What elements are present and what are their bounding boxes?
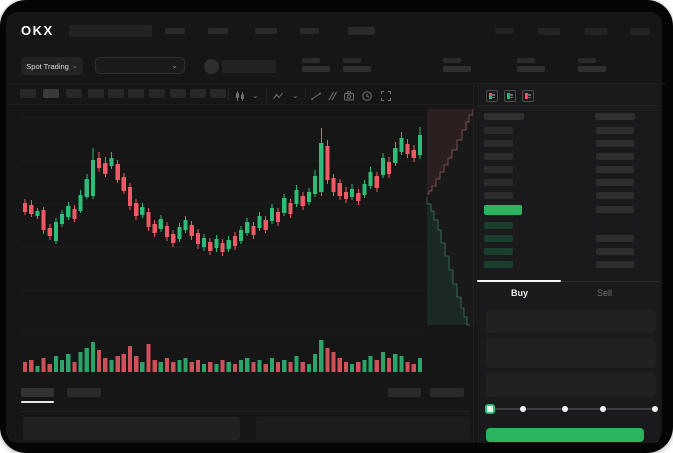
timeframe-slot-6[interactable] <box>128 89 144 98</box>
stat-24h-volume-base <box>517 58 547 73</box>
chevron-down-icon[interactable]: ⌄ <box>252 91 259 100</box>
bottom-active-tab-underline <box>21 401 54 403</box>
ask-row-price-6[interactable] <box>484 192 513 199</box>
ask-row-amount-2[interactable] <box>596 140 634 147</box>
toolbar-bottom-divider <box>8 104 474 105</box>
book-asks-icon[interactable] <box>522 90 534 102</box>
toolbar-divider <box>228 89 229 100</box>
timeframe-slot-3[interactable] <box>66 89 82 98</box>
timeframe-slot-7[interactable] <box>149 89 165 98</box>
buy-submit-button[interactable] <box>486 428 644 442</box>
slider-stop-3[interactable] <box>600 406 606 412</box>
nav-item-1[interactable] <box>165 28 185 34</box>
bottom-action-2[interactable] <box>430 388 464 397</box>
bottom-action-1[interactable] <box>388 388 421 397</box>
bid-row-price-3[interactable] <box>484 248 513 255</box>
nav-item-5[interactable] <box>348 27 375 35</box>
slider-track[interactable] <box>490 408 655 410</box>
ask-row-price-3[interactable] <box>484 153 513 160</box>
stat-24h-change <box>302 58 332 73</box>
nav-item-8[interactable] <box>585 28 607 35</box>
last-price-highlight[interactable] <box>484 205 522 215</box>
toolbar-divider <box>305 89 306 100</box>
timeframe-slot-10[interactable] <box>210 89 226 98</box>
header-divider <box>8 83 665 84</box>
ask-row-amount-1[interactable] <box>596 127 634 134</box>
pair-dropdown[interactable]: ⌄ <box>95 57 185 74</box>
timeframe-slot-2[interactable] <box>43 89 59 98</box>
bottom-panel-left <box>23 417 240 440</box>
slider-handle[interactable] <box>485 404 495 414</box>
timeframe-slot-1[interactable] <box>20 89 36 98</box>
stat-24h-low <box>443 58 473 73</box>
ask-row-price-2[interactable] <box>484 140 513 147</box>
total-input[interactable] <box>486 373 656 397</box>
timeframe-slot-9[interactable] <box>190 89 206 98</box>
pair-title-placeholder <box>69 25 152 37</box>
indicators-icon[interactable] <box>271 89 284 102</box>
nav-item-4[interactable] <box>300 28 319 34</box>
orderbook-header-amount <box>595 113 635 120</box>
tabs-divider <box>477 281 660 282</box>
orderbook-divider <box>477 105 660 106</box>
timeframe-slot-5[interactable] <box>108 89 124 98</box>
nav-item-2[interactable] <box>208 28 228 34</box>
slider-stop-4[interactable] <box>652 406 658 412</box>
book-bids-icon[interactable] <box>504 90 516 102</box>
camera-icon[interactable] <box>342 89 355 102</box>
orderbook-header-price <box>484 113 524 120</box>
amount-input[interactable] <box>486 338 656 368</box>
chart-type-icon[interactable] <box>233 89 246 102</box>
ask-row-price-4[interactable] <box>484 166 513 173</box>
book-all-icon[interactable] <box>486 90 498 102</box>
bottom-panel-right <box>256 417 470 440</box>
coin-avatar[interactable] <box>204 59 219 74</box>
nav-item-3[interactable] <box>255 28 277 34</box>
history-icon[interactable] <box>360 89 373 102</box>
ask-row-price-5[interactable] <box>484 179 513 186</box>
chevron-down-icon: ⌄ <box>71 62 78 70</box>
bid-row-amount-4[interactable] <box>596 261 634 268</box>
bottom-divider <box>20 411 470 412</box>
line-tool-icon[interactable] <box>309 89 322 102</box>
panel-divider <box>473 84 474 443</box>
fullscreen-icon[interactable] <box>379 89 392 102</box>
active-tab-underline <box>477 280 561 282</box>
price-input[interactable] <box>486 310 656 333</box>
slider-stop-1[interactable] <box>520 406 526 412</box>
chevron-down-icon: ⌄ <box>171 60 178 70</box>
nav-item-6[interactable] <box>495 28 514 34</box>
ask-row-amount-4[interactable] <box>596 166 634 173</box>
ask-row-amount-6[interactable] <box>596 192 634 199</box>
ask-row-amount-3[interactable] <box>596 153 634 160</box>
toolbar-divider <box>266 89 267 100</box>
market-type-label: Spot Trading <box>26 61 69 71</box>
last-price-amount <box>596 206 634 213</box>
bid-row-amount-2[interactable] <box>596 235 634 242</box>
bottom-tab-open-orders[interactable] <box>21 388 54 397</box>
nav-item-9[interactable] <box>630 28 650 35</box>
bid-row-price-1[interactable] <box>484 222 513 229</box>
ask-row-amount-5[interactable] <box>596 179 634 186</box>
bottom-tab-order-history[interactable] <box>67 388 101 397</box>
bid-row-price-2[interactable] <box>484 235 513 242</box>
bid-row-amount-3[interactable] <box>596 248 634 255</box>
timeframe-slot-8[interactable] <box>170 89 186 98</box>
tab-buy[interactable]: Buy <box>510 288 528 298</box>
ask-row-price-1[interactable] <box>484 127 513 134</box>
compare-icon[interactable] <box>325 89 338 102</box>
slider-stop-2[interactable] <box>562 406 568 412</box>
market-type-selector[interactable]: Spot Trading ⌄ <box>21 57 83 75</box>
stat-24h-volume-quote <box>578 58 608 73</box>
last-price-placeholder <box>222 60 276 73</box>
chevron-down-icon[interactable]: ⌄ <box>292 91 299 100</box>
okx-logo[interactable]: OKX <box>21 23 54 38</box>
timeframe-slot-4[interactable] <box>88 89 104 98</box>
tab-sell[interactable]: Sell <box>596 288 612 298</box>
nav-item-7[interactable] <box>538 28 560 35</box>
bid-row-price-4[interactable] <box>484 261 513 268</box>
stat-24h-high <box>343 58 373 73</box>
